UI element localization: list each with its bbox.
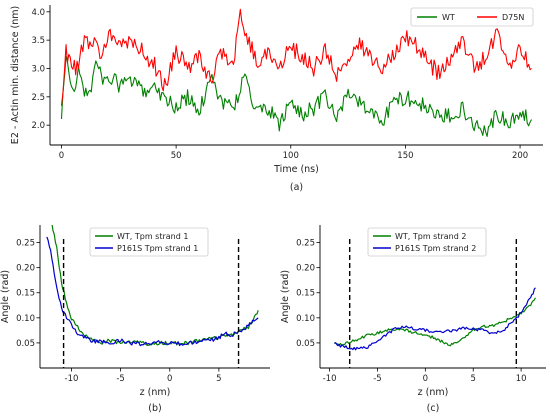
y-tick-label: 2.5	[31, 93, 45, 103]
chart-panel-b: -10 -5 0 5 0.05 0.10 0.15 0.20 0.25 z (nm) Angle (…	[0, 225, 270, 414]
y-tick-label: 3.5	[31, 36, 45, 46]
x-tick-label: -5	[373, 374, 381, 384]
legend: WT, Tpm strand 2 P161S Tpm strand 2	[367, 227, 487, 257]
y-axis-title: E2 - Actin min. distance (nm)	[10, 6, 21, 144]
y-tick-label: 0.10	[296, 314, 315, 324]
x-tick-label: 150	[397, 151, 413, 161]
legend-box	[367, 227, 487, 257]
x-axis-title: Time (ns)	[273, 164, 319, 175]
y-tick-label: 0.25	[16, 239, 35, 249]
panel-label: (b)	[148, 403, 161, 414]
chart-panel-c: -10 -5 0 5 10 0.05 0.10 0.15 0.20 0.25 z (nm) Angle…	[280, 225, 546, 414]
y-tick-label: 0.25	[296, 239, 315, 249]
x-axis-title: z (nm)	[140, 387, 171, 398]
x-axis-title: z (nm)	[418, 387, 449, 398]
legend: WT, Tpm strand 1 P161S Tpm strand 1	[89, 227, 209, 257]
legend-label: P161S Tpm strand 1	[117, 244, 198, 253]
x-tick-label: 50	[171, 151, 182, 161]
series-line-p161s-tpm-strand-1	[46, 236, 259, 347]
x-tick-label: 5	[471, 374, 476, 384]
x-tick-label: -10	[65, 374, 79, 384]
y-tick-label: 4.0	[31, 8, 45, 18]
y-tick-label: 0.20	[296, 264, 315, 274]
legend-label: WT	[442, 13, 455, 22]
series-line-wt-tpm-strand-2	[334, 297, 536, 347]
y-tick-label: 3.0	[31, 64, 45, 74]
legend-box	[89, 227, 209, 257]
legend-label: WT, Tpm strand 1	[117, 232, 188, 241]
y-tick-label: 0.05	[16, 339, 35, 349]
x-tick-label: 200	[512, 151, 528, 161]
x-tick-label: 5	[216, 374, 221, 384]
y-tick-label: 0.05	[296, 339, 315, 349]
legend-label: D75N	[502, 13, 524, 22]
x-tick-label: 0	[167, 374, 172, 384]
legend-label: WT, Tpm strand 2	[395, 232, 466, 241]
y-axis-title: Angle (rad)	[280, 270, 291, 323]
legend: WT D75N	[410, 7, 534, 27]
x-tick-label: -10	[323, 374, 337, 384]
y-axis-title: Angle (rad)	[0, 270, 11, 323]
x-tick-label: 0	[423, 374, 428, 384]
chart-panel-a: 0 50 100 150 200 2.0 2.5 3.0 3.5 4.0 Time (ns) E2 -…	[10, 5, 543, 193]
panel-label: (c)	[427, 403, 440, 414]
x-tick-label: 100	[283, 151, 299, 161]
legend-box	[410, 7, 534, 27]
x-tick-label: 0	[59, 151, 64, 161]
x-tick-label: 10	[516, 374, 527, 384]
x-tick-label: -5	[116, 374, 124, 384]
y-tick-label: 0.15	[16, 289, 35, 299]
y-tick-label: 0.10	[16, 314, 35, 324]
y-tick-label: 0.15	[296, 289, 315, 299]
series-line-d75n	[60, 8, 532, 106]
series-line-wt	[60, 56, 533, 138]
y-tick-label: 0.20	[16, 264, 35, 274]
series-line-p161s-tpm-strand-2	[334, 287, 536, 351]
legend-label: P161S Tpm strand 2	[395, 244, 476, 253]
y-tick-label: 2.0	[31, 121, 45, 131]
panel-label: (a)	[290, 182, 303, 193]
